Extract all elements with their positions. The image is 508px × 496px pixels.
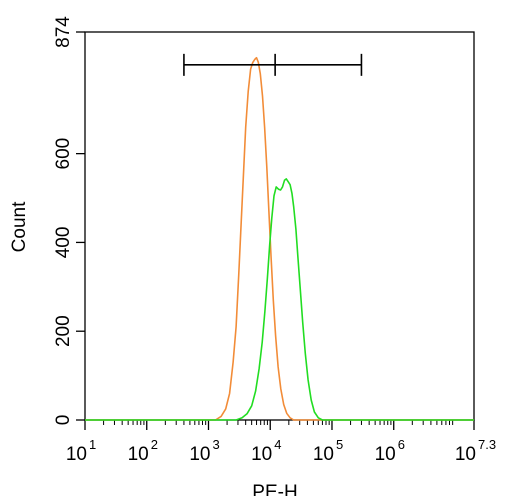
x-tick-label: 10 6 <box>375 437 405 465</box>
y-tick-label: 0 <box>53 415 74 426</box>
x-tick-base: 10 <box>313 444 334 465</box>
x-tick-label: 10 1 <box>66 437 96 465</box>
y-tick-label: 600 <box>53 138 74 170</box>
y-tick-label: 400 <box>53 227 74 259</box>
x-tick-base: 10 <box>66 444 87 465</box>
series-layer <box>85 56 474 421</box>
x-tick-label: 10 4 <box>251 437 281 465</box>
x-tick-exponent: 4 <box>274 437 281 452</box>
y-tick-label: 874 <box>53 16 74 48</box>
x-tick-label: 10 5 <box>313 437 343 465</box>
x-tick-label: 10 3 <box>189 437 219 465</box>
x-tick-base: 10 <box>455 444 476 465</box>
x-tick-exponent: 7.3 <box>478 437 496 452</box>
histogram-series-2 <box>85 178 474 421</box>
y-tick-label: 200 <box>53 315 74 347</box>
x-tick-exponent: 1 <box>89 437 96 452</box>
y-axis-title: Count <box>9 201 30 252</box>
x-tick-base: 10 <box>375 444 396 465</box>
x-tick-base: 10 <box>189 444 210 465</box>
x-tick-exponent: 2 <box>151 437 158 452</box>
x-tick-exponent: 6 <box>398 437 405 452</box>
x-axis: 10 1 10 2 10 3 10 4 10 5 10 6 10 7.3 <box>66 420 496 465</box>
plot-border <box>84 31 475 421</box>
x-tick-exponent: 5 <box>336 437 343 452</box>
x-tick-exponent: 3 <box>212 437 219 452</box>
x-tick-label: 10 7.3 <box>455 437 496 465</box>
x-axis-title: PE-H <box>252 482 297 496</box>
x-tick-base: 10 <box>251 444 272 465</box>
gate-marker <box>183 53 363 76</box>
y-axis: 0 200 400 600 874 <box>53 16 85 426</box>
x-tick-base: 10 <box>128 444 149 465</box>
x-tick-label: 10 2 <box>128 437 158 465</box>
histogram-series-1 <box>85 56 474 421</box>
plot-frame <box>84 31 475 421</box>
